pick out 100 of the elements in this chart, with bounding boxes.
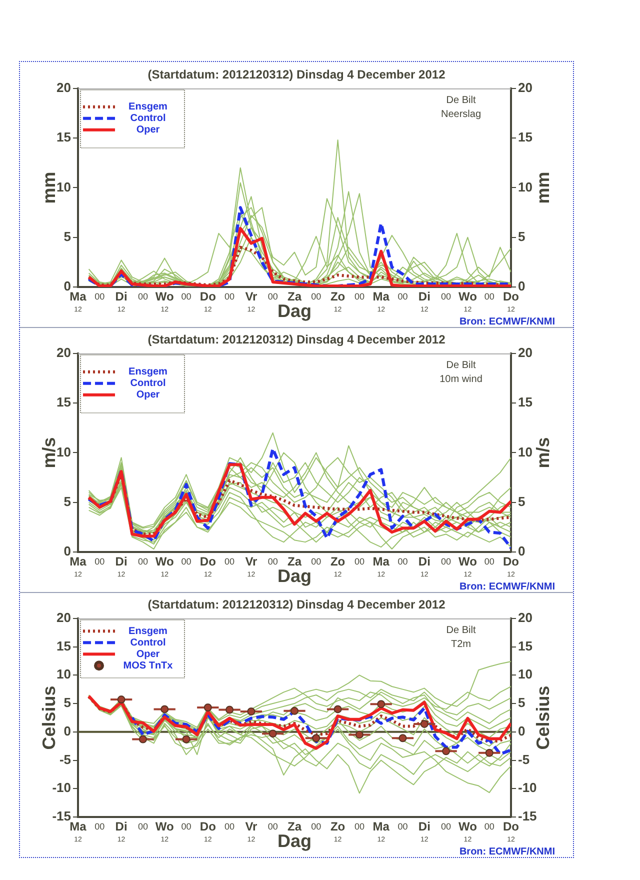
x-tick-label: 00 [441,822,452,832]
x-tick-label: 00 [138,292,148,302]
legend-label: Control [130,637,166,648]
y2-tick-label: 20 [518,80,532,95]
annotation: De Bilt [446,625,476,636]
x-tick-label: Zo [330,290,346,304]
x-tick-label: 00 [181,292,192,302]
x-tick-label: Ma [70,554,87,569]
y-tick-label: 15 [56,130,71,145]
annotation: Neerslag [440,109,482,120]
legend-label: MOS TnTx [123,660,174,672]
y2-tick-label: 20 [518,344,532,360]
y2-axis-title: m/s [532,437,553,468]
y2-tick-label: -5 [518,752,530,767]
x-tick-label: Zo [330,820,346,834]
y2-axis-title: Celsius [532,686,553,750]
x-tick-label: Wo [155,820,174,834]
legend-label: Control [130,113,166,124]
y-tick-label: 15 [56,394,71,410]
chart-title: (Startdatum: 2012120312) Dinsdag 4 December 2012 [148,598,446,612]
y2-tick-label: -10 [518,780,537,796]
x-tick-label: 00 [311,556,322,567]
x-tick-label: 00 [398,822,408,832]
y2-tick-label: 10 [518,179,532,194]
x-tick-label: 00 [94,556,105,567]
x-tick-label: Vr [245,820,258,834]
y-tick-label: -5 [59,752,71,767]
legend-label: Oper [136,648,160,660]
y-tick-label: 20 [56,610,71,625]
y-tick-label: 10 [56,179,71,194]
x-tick-label: Za [287,820,302,834]
x-tick-label: 00 [94,822,105,832]
x-tick-label: Do [200,820,216,834]
x-tick-label: Ma [70,290,87,304]
x-tick-label: 00 [398,556,408,567]
x-tick-label: Zo [330,554,346,569]
x-tick-label: Za [287,290,302,304]
x-tick-label: Do [503,820,519,834]
chart-title: (Startdatum: 2012120312) Dinsdag 4 December 2012 [148,332,446,347]
x-tick-label: 00 [484,292,494,302]
x-tick-label: Za [287,554,302,569]
x-tick-label: Ma [372,820,390,834]
y-tick-label: 5 [64,494,71,509]
x-tick-label: Ma [372,290,390,304]
x-axis-title: Dag [277,301,312,322]
x-tick-label: Ma [70,820,87,834]
x-tick-label: Do [503,290,519,304]
x-tick-label: 00 [224,822,235,832]
x-axis-title: Dag [277,831,312,852]
x-tick-label: 00 [181,556,192,567]
x-tick-label: 00 [138,556,148,567]
x-tick-label: Wo [458,290,477,304]
y-tick-label: 0 [64,278,71,294]
y2-tick-label: 5 [518,695,526,710]
x-tick-label: 00 [484,822,494,832]
x-tick-label: 00 [354,822,364,832]
x-tick-label: Vr [245,554,258,569]
y2-tick-label: 10 [518,444,532,460]
legend-label: Ensgem [128,366,168,378]
annotation: T2m [451,639,471,650]
y-tick-label: 10 [56,666,71,682]
y2-tick-label: 5 [518,228,526,244]
y-tick-label: 5 [64,228,71,244]
y2-tick-label: 15 [518,130,532,145]
x-tick-label: Di [418,290,430,304]
y-tick-label: -10 [52,780,71,796]
y2-tick-label: 0 [518,544,526,559]
y2-tick-label: 0 [518,278,526,294]
x-tick-label: 00 [354,556,364,567]
annotation: De Bilt [446,95,476,106]
x-tick-label: Di [115,820,128,834]
y2-axis-title: mm [532,172,553,204]
y-tick-label: 0 [64,544,71,559]
annotation: 10m wind [440,374,482,386]
y-tick-label: 0 [64,723,71,738]
x-tick-label: 00 [224,556,235,567]
x-tick-label: 00 [181,822,192,832]
y2-tick-label: -15 [518,808,537,824]
x-tick-label: 00 [354,292,364,302]
legend-label: Oper [136,124,160,136]
y-tick-label: 10 [56,444,71,460]
x-axis-title: Dag [277,566,312,586]
y2-tick-label: 15 [518,638,532,654]
x-tick-label: Wo [155,290,174,304]
x-tick-label: 00 [224,292,235,302]
x-tick-label: Di [418,554,430,569]
x-tick-label: Di [115,554,128,569]
x-tick-label: 00 [441,556,452,567]
y-tick-label: 5 [64,695,71,710]
x-tick-label: 00 [94,292,105,302]
y-tick-label: 20 [56,80,71,95]
y-axis-title: Celsius [38,686,59,750]
legend-label: Ensgem [128,626,168,637]
y-tick-label: 15 [56,638,71,654]
y-tick-label: 20 [56,344,71,360]
x-tick-label: Wo [458,554,477,569]
text: Bron: ECMWF/KNMI [459,316,556,328]
x-tick-label: 00 [268,556,278,567]
x-tick-label: 00 [311,292,322,302]
x-tick-label: Ma [372,554,390,569]
